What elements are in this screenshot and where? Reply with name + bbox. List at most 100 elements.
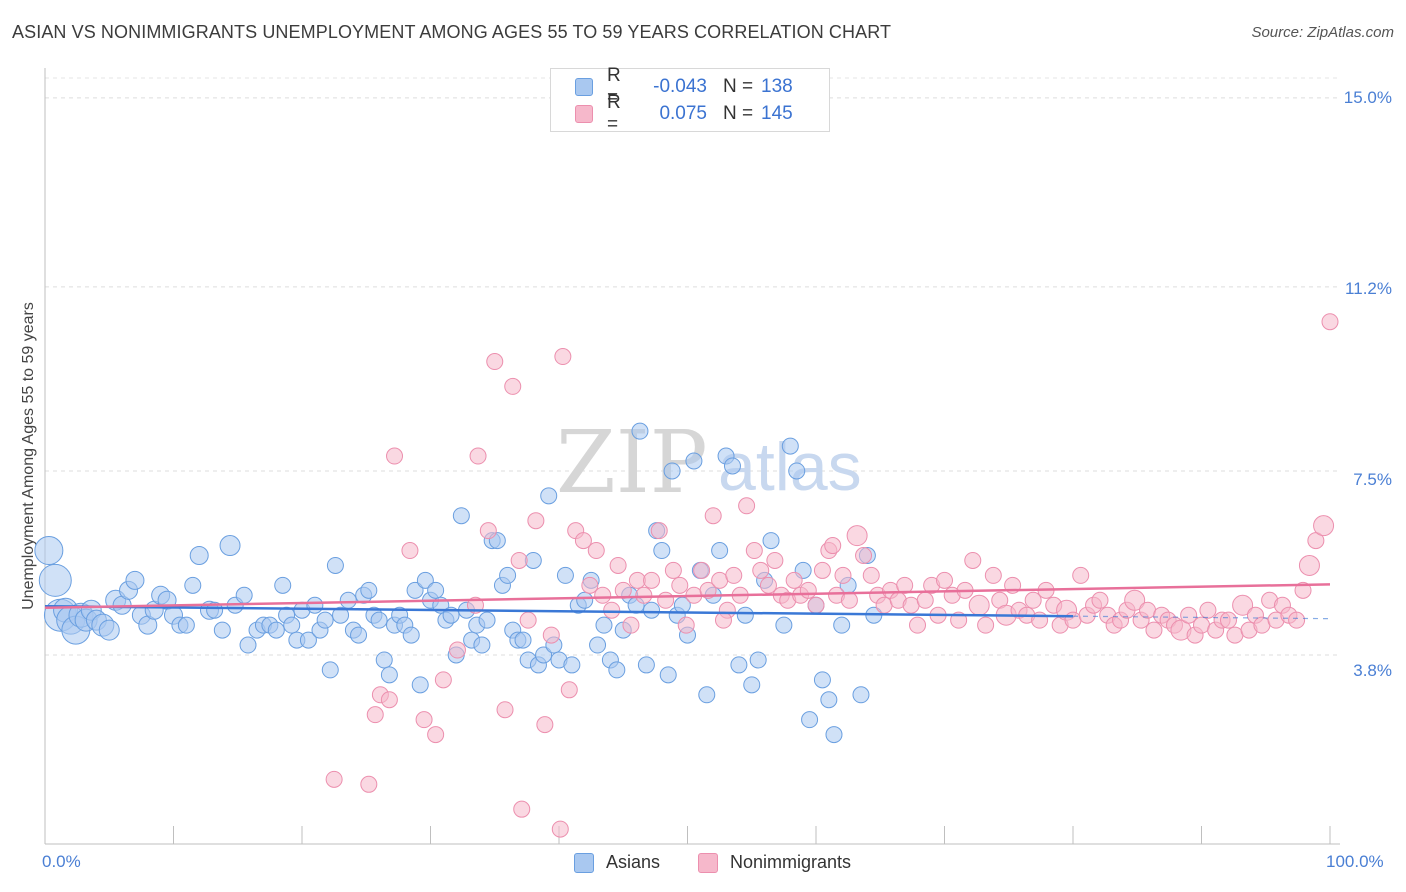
asian-point bbox=[306, 596, 324, 614]
asian-point bbox=[685, 452, 703, 470]
x-tick-label-max: 100.0% bbox=[1326, 852, 1384, 871]
asian-point bbox=[698, 686, 716, 704]
nonimmigrant-point bbox=[902, 596, 920, 614]
asian-point bbox=[749, 651, 767, 669]
nonimmigrant-point bbox=[738, 497, 756, 515]
nonimmigrant-point bbox=[896, 576, 914, 594]
asian-point bbox=[556, 566, 574, 584]
asian-point bbox=[833, 616, 851, 634]
r-value: -0.043 bbox=[653, 76, 707, 97]
y-tick-label: 11.2% bbox=[1345, 279, 1392, 298]
nonimmigrant-point bbox=[807, 596, 825, 614]
nonimmigrant-point bbox=[560, 681, 578, 699]
asian-point bbox=[427, 581, 445, 599]
axes bbox=[44, 68, 1340, 845]
asian-point bbox=[473, 636, 491, 654]
asian-point bbox=[788, 462, 806, 480]
nonimmigrant-point bbox=[916, 591, 934, 609]
nonimmigrant-point bbox=[714, 611, 732, 629]
asian-point bbox=[852, 686, 870, 704]
nonimmigrant-point bbox=[366, 706, 384, 724]
asian-point bbox=[213, 621, 231, 639]
asian-point bbox=[177, 616, 195, 634]
nonimmigrant-point bbox=[984, 566, 1002, 584]
nonimmigrant-point bbox=[603, 601, 621, 619]
asian-point bbox=[825, 726, 843, 744]
nonimmigrant-point bbox=[469, 447, 487, 465]
asian-point bbox=[370, 611, 388, 629]
nonimmigrant-point bbox=[380, 691, 398, 709]
asian-point bbox=[540, 487, 558, 505]
nonimmigrant-point bbox=[752, 561, 770, 579]
nonimmigrant-point bbox=[510, 551, 528, 569]
chart-title: ASIAN VS NONIMMIGRANTS UNEMPLOYMENT AMON… bbox=[12, 22, 892, 42]
asian-point bbox=[631, 422, 649, 440]
nonimmigrant-point bbox=[813, 561, 831, 579]
asian-point bbox=[478, 611, 496, 629]
asian-point bbox=[326, 556, 344, 574]
source-label: Source: ZipAtlas.com bbox=[1251, 24, 1394, 41]
asian-point bbox=[659, 666, 677, 684]
nonimmigrant-point bbox=[834, 566, 852, 584]
asian-point bbox=[563, 656, 581, 674]
nonimmigrant-point bbox=[587, 542, 605, 560]
y-tick-label: 3.8% bbox=[1353, 661, 1392, 680]
nonimmigrant-point bbox=[1193, 616, 1210, 634]
legend-row-asians: R = -0.043 N = 138 bbox=[575, 65, 793, 108]
nonimmigrant-point bbox=[1124, 589, 1146, 611]
asian-point bbox=[283, 616, 301, 634]
nonimmigrant-point bbox=[554, 348, 572, 366]
nonimmigrant-point bbox=[325, 770, 343, 788]
nonimmigrant-point bbox=[551, 820, 569, 838]
nonimmigrant-point bbox=[1024, 591, 1042, 609]
nonimmigrant-point bbox=[824, 537, 842, 555]
asian-point bbox=[723, 457, 741, 475]
nonimmigrants-points bbox=[325, 313, 1339, 838]
asian-point bbox=[274, 576, 292, 594]
nonimmigrant-point bbox=[628, 571, 646, 589]
asian-point bbox=[184, 576, 202, 594]
asian-point bbox=[411, 676, 429, 694]
nonimmigrant-point bbox=[1199, 601, 1217, 619]
nonimmigrant-point bbox=[725, 566, 743, 584]
asian-point bbox=[499, 566, 517, 584]
y-tick-label: 15.0% bbox=[1343, 88, 1392, 107]
asian-point bbox=[267, 621, 285, 639]
nonimmigrant-point bbox=[875, 596, 893, 614]
nonimmigrant-point bbox=[704, 507, 722, 525]
nonimmigrant-point bbox=[1321, 313, 1339, 331]
asian-point bbox=[730, 656, 748, 674]
r-value: 0.075 bbox=[659, 103, 707, 124]
nonimmigrant-point bbox=[486, 353, 504, 371]
asian-point bbox=[375, 651, 393, 669]
nonimmigrant-point bbox=[785, 571, 803, 589]
nonimmigrants-legend-label: Nonimmigrants bbox=[730, 852, 852, 872]
nonimmigrant-point bbox=[643, 571, 661, 589]
nonimmigrant-point bbox=[496, 701, 514, 719]
asian-point bbox=[608, 661, 626, 679]
nonimmigrant-point bbox=[1145, 621, 1163, 639]
asian-point bbox=[452, 507, 470, 525]
asian-point bbox=[663, 462, 681, 480]
nonimmigrant-point bbox=[862, 566, 880, 584]
asian-point bbox=[38, 563, 72, 597]
asian-point bbox=[235, 586, 253, 604]
nonimmigrant-point bbox=[427, 726, 445, 744]
y-tick-label: 7.5% bbox=[1353, 470, 1392, 489]
n-value: 145 bbox=[761, 103, 793, 124]
n-label: N = bbox=[723, 76, 754, 97]
nonimmigrant-point bbox=[799, 581, 817, 599]
legend-item-asians[interactable]: Asians bbox=[574, 852, 660, 873]
nonimmigrant-point bbox=[1253, 616, 1271, 634]
nonimmigrants-swatch bbox=[575, 105, 593, 123]
nonimmigrant-point bbox=[594, 586, 612, 604]
nonimmigrant-point bbox=[909, 616, 927, 634]
asian-point bbox=[743, 676, 761, 694]
asian-point bbox=[762, 532, 780, 550]
legend-item-nonimmigrants[interactable]: Nonimmigrants bbox=[698, 852, 851, 873]
x-tick-label-min: 0.0% bbox=[42, 852, 81, 871]
watermark-zip: ZIP bbox=[556, 413, 708, 513]
nonimmigrant-point bbox=[401, 542, 419, 560]
nonimmigrant-point bbox=[657, 591, 675, 609]
